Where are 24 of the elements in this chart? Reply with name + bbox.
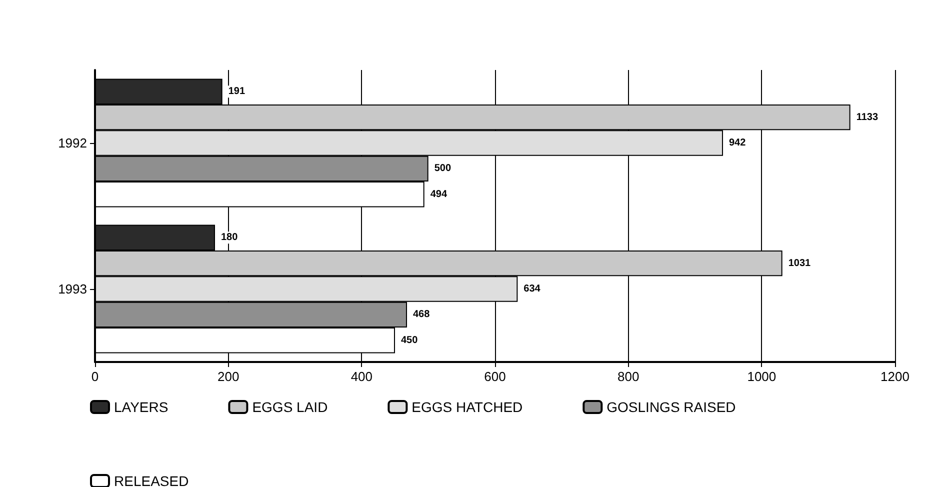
- data-label: 942: [729, 138, 746, 148]
- legend-label: GOSLINGS RAISED: [606, 399, 736, 415]
- x-tick-label: 600: [484, 369, 506, 384]
- legend-label: LAYERS: [114, 399, 168, 415]
- y-tick-label: 1993: [58, 282, 87, 296]
- data-label: 1031: [788, 258, 812, 269]
- data-label: 634: [524, 284, 541, 294]
- x-tick-label: 0: [91, 369, 99, 384]
- data-label: 191: [228, 86, 246, 98]
- data-label: 500: [434, 163, 452, 174]
- legend-label: EGGS HATCHED: [412, 399, 523, 415]
- y-tick-label: 1992: [58, 136, 87, 150]
- x-tick-label: 800: [617, 369, 640, 384]
- data-label: 1133: [856, 112, 878, 123]
- x-tick-label: 400: [350, 369, 373, 384]
- data-label: 468: [413, 309, 430, 320]
- legend-label: RELEASED: [114, 473, 189, 487]
- x-tick-label: 1200: [880, 369, 910, 384]
- legend-label: EGGS LAID: [252, 399, 328, 415]
- x-tick-label: 200: [217, 369, 240, 384]
- data-label: 494: [430, 188, 448, 200]
- x-tick-label: 1000: [747, 369, 776, 384]
- data-label: 180: [221, 232, 238, 244]
- data-label: 450: [401, 334, 418, 346]
